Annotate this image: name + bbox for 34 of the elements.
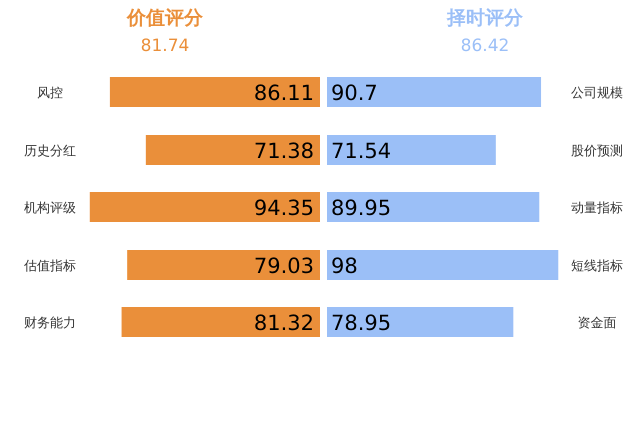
- bar: [146, 135, 320, 165]
- bar: [90, 192, 320, 222]
- data-label: 71.38: [254, 139, 314, 163]
- bar: [327, 192, 540, 222]
- data-label: 81.32: [254, 311, 314, 335]
- bar: [327, 250, 558, 280]
- bar: [327, 77, 542, 107]
- data-label: 79.03: [254, 254, 314, 278]
- y-tick-label: 风控: [37, 86, 63, 101]
- bar: [127, 250, 320, 280]
- y-tick-label: 估值指标: [23, 259, 76, 274]
- data-label: 98: [331, 254, 358, 278]
- chart-subtitle: 81.74: [140, 36, 190, 56]
- chart-title: 价值评分: [126, 7, 204, 29]
- y-tick-label: 短线指标: [571, 259, 623, 274]
- data-label: 71.54: [331, 139, 392, 163]
- chart-subtitle: 86.42: [460, 36, 510, 56]
- bar: [327, 307, 514, 337]
- data-label: 94.35: [254, 196, 314, 220]
- data-label: 90.7: [331, 81, 378, 105]
- y-tick-label: 资金面: [578, 316, 616, 331]
- y-tick-label: 财务能力: [24, 316, 76, 331]
- y-tick-label: 历史分红: [24, 144, 76, 159]
- y-tick-label: 公司规模: [571, 86, 623, 101]
- data-label: 89.95: [331, 196, 392, 220]
- data-label: 78.95: [331, 311, 392, 335]
- bar: [327, 135, 496, 165]
- data-label: 86.11: [254, 81, 314, 105]
- chart-title: 择时评分: [446, 7, 524, 29]
- y-tick-label: 动量指标: [571, 201, 623, 216]
- y-tick-label: 股价预测: [571, 144, 623, 159]
- y-tick-label: 机构评级: [24, 201, 76, 216]
- bar: [110, 77, 320, 107]
- bar: [122, 307, 320, 337]
